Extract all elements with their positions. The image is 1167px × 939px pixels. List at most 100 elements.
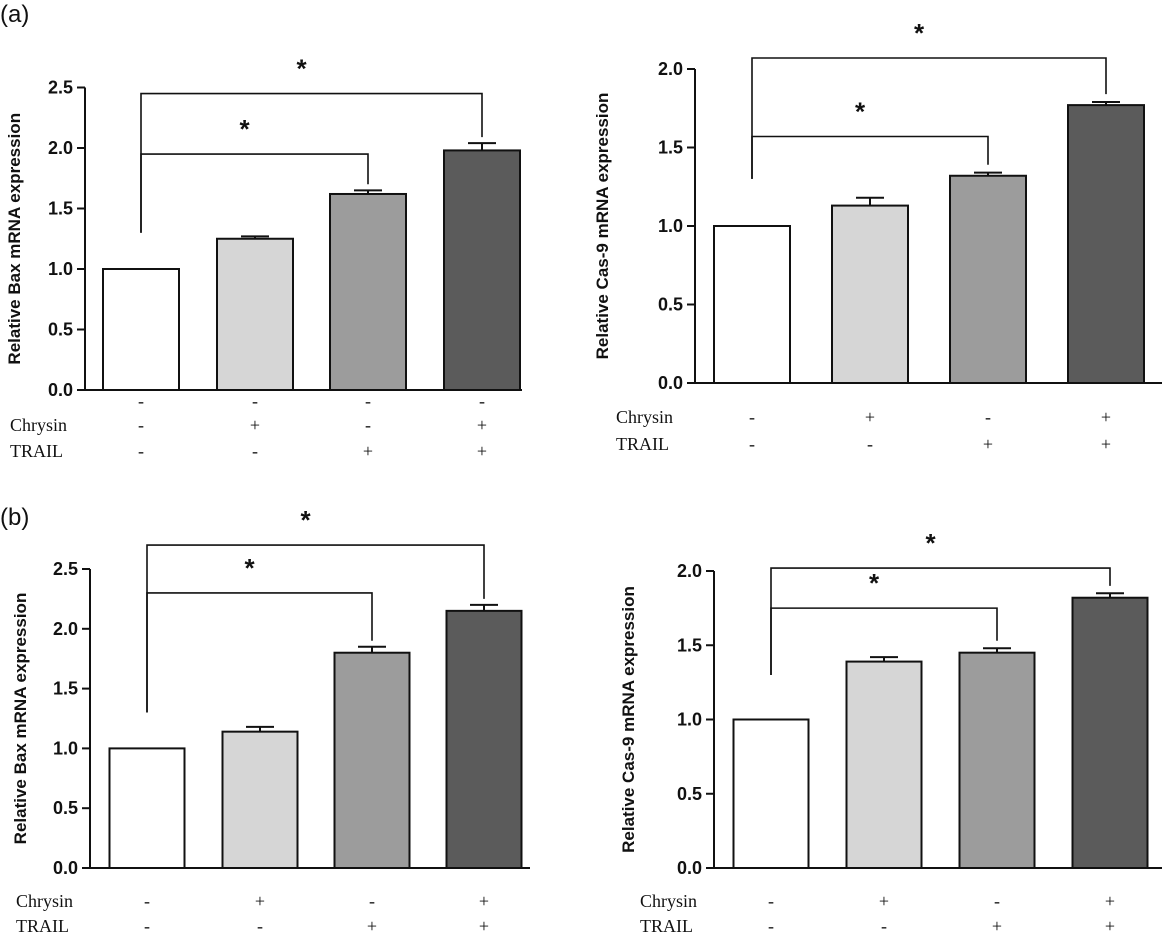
- y-tick-label: 1.0: [677, 710, 702, 730]
- y-tick-label: 0.0: [53, 858, 78, 878]
- condition-sign: -: [252, 391, 258, 411]
- bar: [845, 660, 923, 870]
- y-tick-label: 2.0: [53, 619, 78, 639]
- bar: [732, 718, 810, 869]
- y-tick-label: 1.0: [48, 259, 73, 279]
- condition-sign: -: [138, 415, 144, 435]
- condition-sign: -: [768, 916, 774, 936]
- y-tick-label: 1.5: [48, 199, 73, 219]
- y-tick-label: 0.0: [677, 858, 702, 878]
- condition-row-label: Chrysin: [16, 891, 73, 911]
- condition-row-label: Chrysin: [640, 891, 697, 911]
- panel-label-a: (a): [0, 1, 29, 28]
- y-tick-label: 2.0: [48, 138, 73, 158]
- condition-sign: +: [479, 916, 489, 936]
- condition-row-label: TRAIL: [640, 916, 693, 936]
- bar: [445, 609, 523, 869]
- condition-sign: +: [479, 891, 489, 911]
- y-tick-label: 1.5: [53, 679, 78, 699]
- condition-sign: +: [865, 407, 875, 427]
- bar: [329, 192, 407, 391]
- bar: [221, 730, 299, 869]
- significance-marker: *: [239, 114, 250, 144]
- y-tick-label: 0.5: [48, 320, 73, 340]
- y-tick-label: 0.5: [53, 798, 78, 818]
- bar: [216, 237, 294, 391]
- y-tick-label: 1.5: [677, 635, 702, 655]
- significance-bracket: [140, 92, 483, 233]
- bar: [102, 268, 180, 391]
- y-tick-label: 2.5: [48, 78, 73, 98]
- significance-marker: *: [296, 54, 307, 84]
- bar: [1071, 596, 1149, 869]
- condition-sign: -: [479, 391, 485, 411]
- bar: [108, 747, 186, 870]
- condition-sign: -: [144, 916, 150, 936]
- y-axis-label: Relative Cas-9 mRNA expression: [619, 586, 638, 853]
- bar: [831, 204, 909, 384]
- condition-sign: +: [1105, 916, 1115, 936]
- bar: [443, 149, 521, 391]
- bar: [958, 651, 1036, 869]
- condition-sign: -: [994, 891, 1000, 911]
- y-tick-label: 1.0: [658, 216, 683, 236]
- significance-bracket: [770, 567, 1111, 675]
- condition-sign: -: [144, 891, 150, 911]
- condition-sign: +: [1101, 407, 1111, 427]
- panel-label-b: (b): [0, 504, 29, 531]
- bar: [949, 174, 1027, 384]
- bar: [333, 651, 411, 869]
- y-tick-label: 0.5: [677, 784, 702, 804]
- bar: [1067, 104, 1145, 385]
- condition-row-label: Chrysin: [10, 415, 67, 435]
- condition-sign: +: [992, 916, 1002, 936]
- significance-marker: *: [244, 553, 255, 583]
- condition-sign: -: [867, 434, 873, 454]
- condition-sign: +: [477, 441, 487, 461]
- condition-row-label: TRAIL: [10, 441, 63, 461]
- condition-sign: -: [749, 407, 755, 427]
- bar: [713, 225, 791, 384]
- chart-b-cas9: 0.0 0.5 1.0 1.5 2.0 Relative Cas-9 mRNA expre…: [619, 528, 1162, 936]
- condition-sign: -: [881, 916, 887, 936]
- condition-sign: +: [255, 891, 265, 911]
- condition-sign: -: [365, 415, 371, 435]
- y-tick-label: 2.0: [677, 561, 702, 581]
- y-axis-label: Relative Cas-9 mRNA expression: [593, 93, 612, 360]
- y-tick-label: 0.0: [48, 380, 73, 400]
- y-tick-label: 0.5: [658, 295, 683, 315]
- condition-sign: -: [768, 891, 774, 911]
- significance-marker: *: [855, 97, 866, 127]
- y-tick-label: 1.5: [658, 138, 683, 158]
- condition-row-label: TRAIL: [616, 434, 669, 454]
- y-tick-label: 1.0: [53, 738, 78, 758]
- significance-bracket: [146, 544, 485, 713]
- condition-sign: -: [985, 407, 991, 427]
- condition-row-label: TRAIL: [16, 916, 69, 936]
- condition-sign: +: [983, 434, 993, 454]
- significance-marker: *: [925, 528, 936, 558]
- condition-sign: -: [369, 891, 375, 911]
- condition-sign: +: [477, 415, 487, 435]
- condition-sign: -: [257, 916, 263, 936]
- condition-sign: +: [1105, 891, 1115, 911]
- condition-sign: +: [1101, 434, 1111, 454]
- significance-bracket: [751, 135, 989, 179]
- chart-b-bax: 0.0 0.5 1.0 1.5 2.0 2.5 Relative Bax mRNA expr…: [11, 505, 530, 936]
- condition-sign: +: [367, 916, 377, 936]
- significance-marker: *: [300, 505, 311, 535]
- significance-bracket: [751, 57, 1107, 179]
- y-tick-label: 0.0: [658, 373, 683, 393]
- significance-marker: *: [869, 568, 880, 598]
- condition-sign: +: [879, 891, 889, 911]
- condition-sign: -: [749, 434, 755, 454]
- significance-marker: *: [914, 18, 925, 48]
- chart-a-bax: 0.0 0.5 1.0 1.5 2.0 2.5 Relative Bax mRNA expr…: [5, 54, 522, 461]
- y-axis-label: Relative Bax mRNA expression: [11, 593, 30, 845]
- condition-sign: +: [363, 441, 373, 461]
- condition-sign: +: [250, 415, 260, 435]
- condition-sign: -: [138, 441, 144, 461]
- y-tick-label: 2.5: [53, 559, 78, 579]
- y-tick-label: 2.0: [658, 59, 683, 79]
- chart-a-cas9: 0.0 0.5 1.0 1.5 2.0 Relative Cas-9 mRNA expre…: [593, 18, 1162, 454]
